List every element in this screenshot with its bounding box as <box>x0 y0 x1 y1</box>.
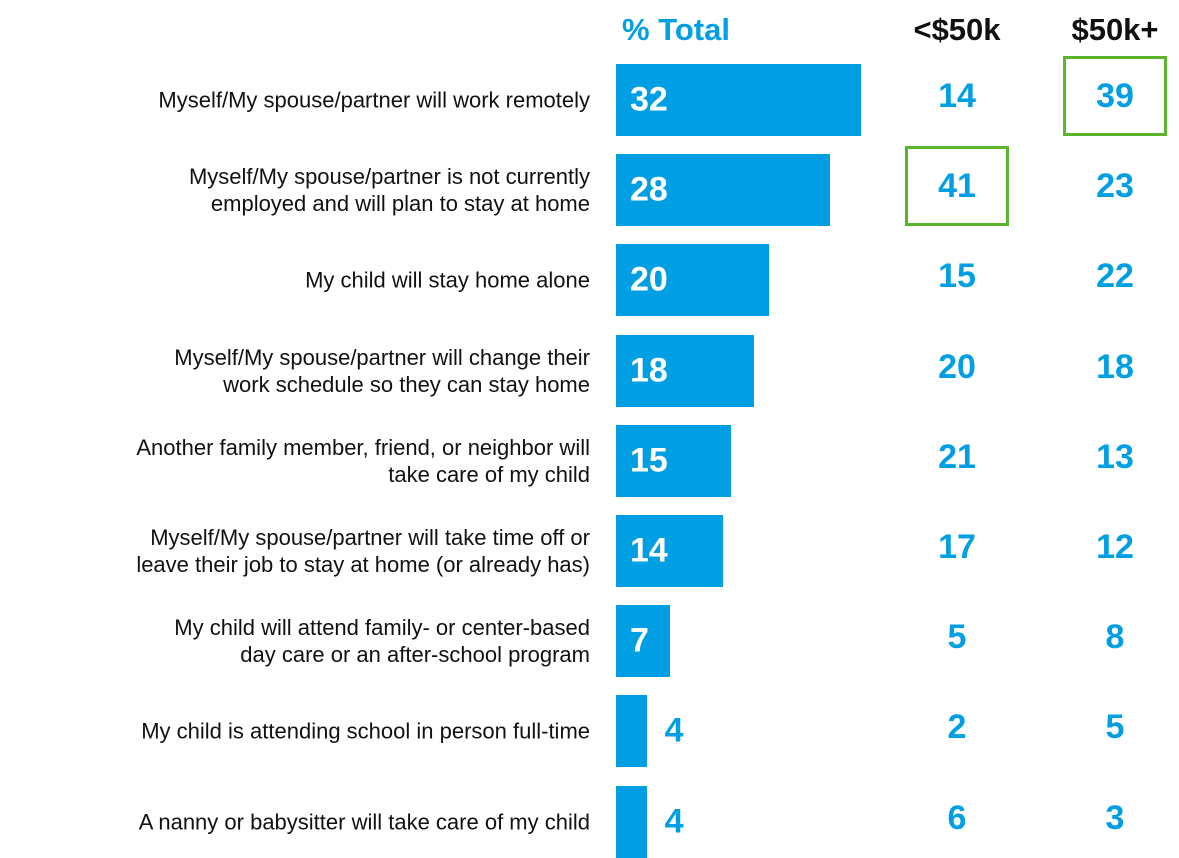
bar <box>616 695 647 768</box>
bar <box>616 605 670 678</box>
column-value: 13 <box>1096 437 1134 476</box>
category-label: Myself/My spouse/partner will change the… <box>174 344 590 397</box>
column-header: $50k+ <box>1071 12 1159 47</box>
bar <box>616 334 754 407</box>
data-label: 28 <box>630 170 668 209</box>
data-label: 15 <box>630 441 668 480</box>
category-label: My child will attend family- or center-b… <box>174 615 590 668</box>
column-value: 41 <box>905 146 1009 227</box>
bar <box>616 424 731 497</box>
data-label: 4 <box>664 802 684 841</box>
category-label: My child will stay home alone <box>305 267 590 293</box>
column-value: 20 <box>938 347 976 386</box>
category-label: My child is attending school in person f… <box>141 718 590 744</box>
column-value: 12 <box>1096 528 1134 566</box>
bar <box>616 515 724 587</box>
category-label: Myself/My spouse/partner will take time … <box>136 525 590 577</box>
column-value: 2 <box>947 708 967 747</box>
category-label: Myself/My spouse/partner is not currentl… <box>188 164 590 217</box>
column-value: 3 <box>1105 798 1125 837</box>
column-value: 5 <box>1105 708 1125 747</box>
data-label: 7 <box>630 621 649 660</box>
data-label: 18 <box>630 351 668 390</box>
bar <box>616 785 647 858</box>
column-value: 23 <box>1096 167 1134 206</box>
data-label: 20 <box>630 260 668 299</box>
category-label: A nanny or babysitter will take care of … <box>138 809 590 835</box>
data-label: 14 <box>630 531 668 570</box>
column-value: 5 <box>947 618 967 657</box>
column-value: 21 <box>938 437 976 476</box>
bar <box>616 244 770 317</box>
column-value: 18 <box>1096 347 1134 386</box>
column-value: 22 <box>1096 257 1134 296</box>
category-label: Another family member, friend, or neighb… <box>136 434 590 487</box>
column-header: % Total <box>622 12 730 47</box>
data-label: 32 <box>630 80 668 119</box>
column-value: 6 <box>947 798 967 837</box>
column-header: <$50k <box>913 12 1001 47</box>
data-label: 4 <box>664 711 684 750</box>
column-value: 14 <box>938 77 976 115</box>
bar <box>616 64 862 136</box>
column-value: 15 <box>938 257 976 296</box>
column-value: 17 <box>938 528 976 566</box>
category-label: Myself/My spouse/partner will work remot… <box>158 87 590 113</box>
column-value: 39 <box>1063 56 1167 136</box>
column-value: 8 <box>1105 618 1125 657</box>
bar <box>616 154 831 227</box>
